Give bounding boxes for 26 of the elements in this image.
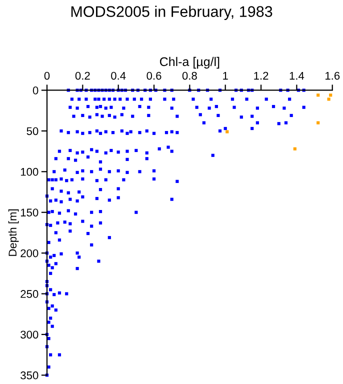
point [329,94,332,97]
x-tick-label: 0 [44,72,50,80]
y-tick-label: 50 [26,127,38,136]
x-tick-label: 0.2 [75,72,90,80]
y-tick-label: 300 [20,330,38,339]
x-tick-label: 1 [223,72,228,80]
y-tick-label: 150 [20,208,38,216]
y-tick-label: 100 [20,168,38,176]
point [316,121,320,124]
y-axis-title: Depth [m] [8,209,19,256]
point [316,94,320,97]
x-axis-title: Chl-a [µg/l] [160,56,220,69]
y-tick-label: 200 [20,249,38,258]
x-tick-label: 0.4 [111,72,126,80]
y-tick-label: 0 [32,86,38,94]
x-tick-label: 0.6 [146,72,162,80]
point [327,98,330,101]
y-tick-label: 250 [20,290,38,298]
y-tick-label: 350 [20,371,38,380]
chart-title: MODS2005 in February, 1983 [71,6,272,20]
x-tick-label: 1.6 [325,72,340,80]
x-tick-label: 1.4 [290,72,304,80]
x-tick-label: 1.2 [254,72,268,80]
x-tick-label: 0.8 [182,72,197,80]
point [226,130,229,134]
point [293,147,296,150]
